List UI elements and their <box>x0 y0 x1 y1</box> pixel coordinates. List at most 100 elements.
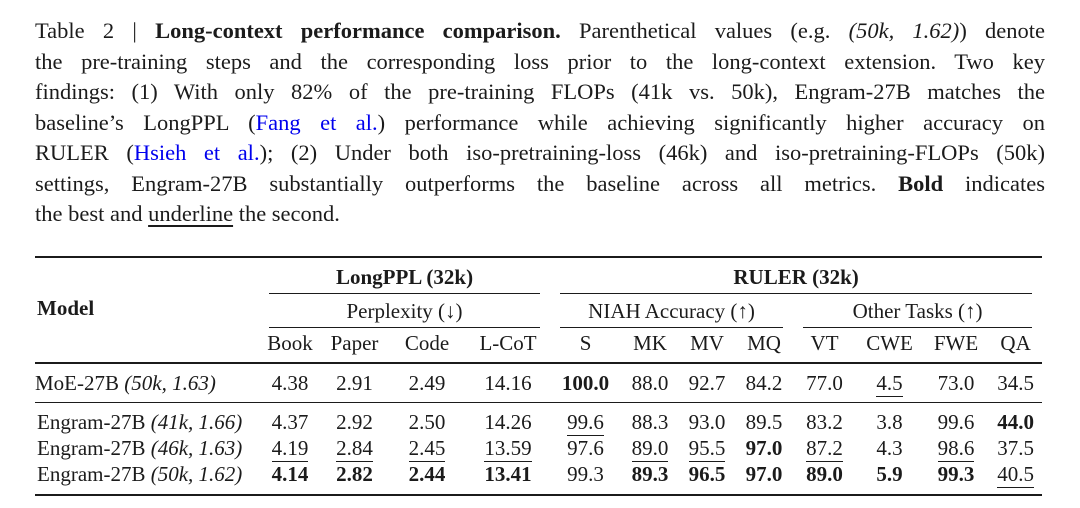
model-name-cell: MoE-27B (50k, 1.63) <box>35 362 259 403</box>
metric-value: 98.6 <box>937 435 975 462</box>
caption-text: underline <box>148 201 234 226</box>
caption-text: RULER ( <box>35 140 134 165</box>
caption-line: RULER (Hsieh et al.); (2) Under both iso… <box>35 138 1045 169</box>
column-label-vt: VT <box>793 327 857 364</box>
metric-cell: 100.0 <box>550 362 622 403</box>
metric-value: 99.3 <box>567 461 604 486</box>
metric-cell: 40.5 <box>989 461 1042 495</box>
metric-cell: 89.3 <box>621 461 679 495</box>
metric-value: 84.2 <box>745 370 783 395</box>
metric-value: 77.0 <box>806 370 843 395</box>
metric-value: 34.5 <box>997 370 1034 395</box>
caption-line: the best and underline the second. <box>35 199 1045 230</box>
group-header-longppl: LongPPL (32k) <box>269 265 541 294</box>
model-pretrain-info: (41k, 1.66) <box>150 409 243 434</box>
baseline-rows-body: MoE-27B (50k, 1.63) 4.38 2.91 2.49 14.16 100.… <box>35 362 1043 403</box>
metric-value: 2.82 <box>336 461 373 486</box>
column-label-mk: MK <box>621 327 680 364</box>
model-pretrain-info: (50k, 1.62) <box>150 461 243 486</box>
metric-cell: 98.6 <box>923 435 989 462</box>
caption-line: Table 2 | Long-context performance compa… <box>35 16 1045 47</box>
model-name: Engram-27B <box>37 435 151 460</box>
group-header-row: Model LongPPL (32k) RULER (32k) <box>35 256 1042 364</box>
metric-cell: 4.38 <box>259 362 321 403</box>
metric-cell: 14.26 <box>466 402 550 435</box>
metric-cell: 99.3 <box>923 461 989 495</box>
group-header-longppl-cell: LongPPL (32k) <box>259 257 550 294</box>
metric-value: 93.0 <box>688 409 726 434</box>
subgroup-perplexity-cell: Perplexity (↓) <box>259 294 550 328</box>
subgroup-niah-accuracy-cell: NIAH Accuracy (↑) <box>550 294 793 328</box>
model-name-cell: Engram-27B (50k, 1.62) <box>35 461 259 495</box>
metric-cell: 4.14 <box>259 461 321 495</box>
metric-cell: 97.0 <box>735 461 793 495</box>
metric-cell: 89.5 <box>735 402 793 435</box>
metric-value: 4.38 <box>271 370 309 395</box>
metric-cell: 89.0 <box>793 461 856 495</box>
caption-line: the pre-training steps and the correspon… <box>35 47 1045 78</box>
subgroup-niah-accuracy: NIAH Accuracy (↑) <box>560 299 784 328</box>
table-header: Model LongPPL (32k) RULER (32k) Perplexi… <box>35 256 1043 364</box>
model-name: Engram-27B <box>37 461 151 486</box>
metric-value: 2.44 <box>408 461 446 486</box>
metric-value: 99.3 <box>937 461 975 486</box>
citation-link[interactable]: Fang et al. <box>255 109 378 135</box>
metric-value: 14.16 <box>484 370 532 395</box>
metric-cell: 89.0 <box>621 435 679 462</box>
subgroup-other-tasks: Other Tasks (↑) <box>803 299 1033 328</box>
metric-cell: 95.5 <box>679 435 735 462</box>
caption-text: ) denote <box>959 18 1045 43</box>
model-name-cell: Engram-27B (41k, 1.66) <box>35 402 259 435</box>
column-label-s: S <box>550 327 622 364</box>
metric-value: 37.5 <box>997 435 1034 460</box>
column-label-book: Book <box>259 327 321 364</box>
metric-value: 97.0 <box>745 435 783 460</box>
caption-line: findings: (1) With only 82% of the pre-t… <box>35 77 1045 108</box>
metric-cell: 97.0 <box>735 435 793 461</box>
metric-value: 97.0 <box>745 461 783 486</box>
metric-cell: 88.0 <box>621 362 680 403</box>
metric-value: 2.92 <box>336 409 373 434</box>
model-name: MoE-27B <box>35 370 125 395</box>
caption-line: settings, Engram-27B substantially outpe… <box>35 169 1045 200</box>
metric-cell: 14.16 <box>466 362 551 403</box>
metric-cell: 97.6 <box>550 435 621 461</box>
metric-cell: 99.6 <box>923 402 989 435</box>
metric-value: 4.3 <box>876 435 903 460</box>
metric-cell: 99.6 <box>550 402 621 436</box>
metric-value: 87.2 <box>806 435 843 462</box>
metric-cell: 99.3 <box>550 461 621 495</box>
model-pretrain-info: (50k, 1.63) <box>124 370 216 395</box>
metric-value: 2.45 <box>408 435 446 462</box>
metric-value: 3.8 <box>876 409 903 434</box>
metric-value: 89.5 <box>745 409 783 434</box>
metric-value: 5.9 <box>876 461 903 486</box>
metric-cell: 13.41 <box>466 461 550 495</box>
metric-value: 88.3 <box>631 409 669 434</box>
caption-text: Long-context performance comparison. <box>155 18 561 43</box>
caption-text: baseline’s LongPPL ( <box>35 109 256 135</box>
column-label-fwe: FWE <box>923 327 990 364</box>
citation-link[interactable]: Hsieh et al. <box>133 140 260 165</box>
table-caption: Table 2 | Long-context performance compa… <box>35 16 1045 230</box>
model-column-header: Model <box>35 256 259 364</box>
metric-cell: 2.92 <box>321 402 388 435</box>
metric-value: 99.6 <box>937 409 975 434</box>
metric-cell: 3.8 <box>856 402 923 435</box>
metric-cell: 92.7 <box>679 362 736 403</box>
metric-value: 89.0 <box>631 435 669 462</box>
metric-cell: 2.84 <box>321 435 388 462</box>
caption-text: Bold <box>898 170 944 196</box>
group-header-ruler: RULER (32k) <box>560 265 1033 294</box>
metric-cell: 4.3 <box>856 435 923 461</box>
subgroup-other-tasks-cell: Other Tasks (↑) <box>793 294 1042 328</box>
metric-cell: 44.0 <box>989 402 1042 435</box>
metric-cell: 2.91 <box>321 362 388 403</box>
metric-value: 2.50 <box>408 409 446 434</box>
metric-cell: 88.3 <box>621 402 679 435</box>
metric-value: 44.0 <box>997 409 1034 434</box>
metric-value: 2.49 <box>408 370 446 395</box>
metric-value: 95.5 <box>688 435 726 462</box>
table-row: Engram-27B (50k, 1.62) 4.14 2.82 2.44 13.41 9… <box>35 461 1042 495</box>
